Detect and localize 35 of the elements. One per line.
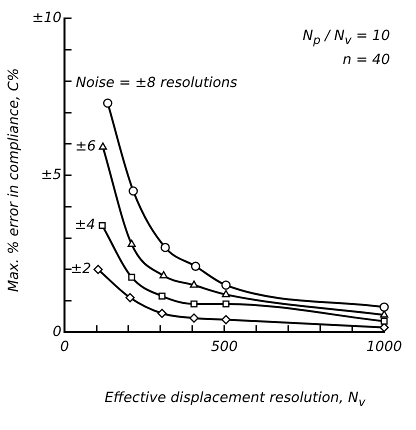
point — [189, 313, 199, 323]
series-label: ±6 — [75, 138, 96, 155]
point — [157, 308, 167, 318]
y-tick-label: 0 — [52, 324, 62, 340]
point — [222, 300, 230, 308]
series-label: ±4 — [74, 217, 96, 234]
x-axis-title: Effective displacement resolution, N$_{v}$ — [104, 390, 366, 409]
point — [98, 222, 106, 229]
y-tick-label: ±5 — [40, 166, 62, 183]
series-label: ±2 — [70, 261, 92, 278]
x-tick-label: 1000 — [366, 339, 402, 356]
point — [380, 302, 389, 312]
point — [128, 186, 138, 196]
point — [160, 242, 170, 252]
point — [93, 264, 103, 274]
point — [222, 290, 230, 298]
y-axis-title: Max. % error in compliance, C% — [6, 68, 22, 292]
point — [128, 274, 136, 281]
annotation: n = 40 — [342, 50, 390, 70]
point — [125, 293, 135, 302]
x-tick-label: 500 — [211, 339, 238, 356]
point — [380, 318, 388, 325]
point — [98, 142, 108, 150]
point — [190, 262, 200, 271]
point — [103, 98, 112, 108]
text: Noise = ±8 resolutions — [76, 74, 238, 91]
point — [221, 280, 231, 290]
y-tick-label: ±10 — [32, 10, 62, 26]
point — [128, 240, 136, 247]
point — [190, 280, 198, 288]
annotation: N$_{p}$ / N$_{v}$ = 10 — [302, 27, 390, 49]
point — [221, 315, 231, 324]
point — [190, 300, 198, 308]
point — [160, 271, 168, 278]
point — [158, 292, 166, 300]
